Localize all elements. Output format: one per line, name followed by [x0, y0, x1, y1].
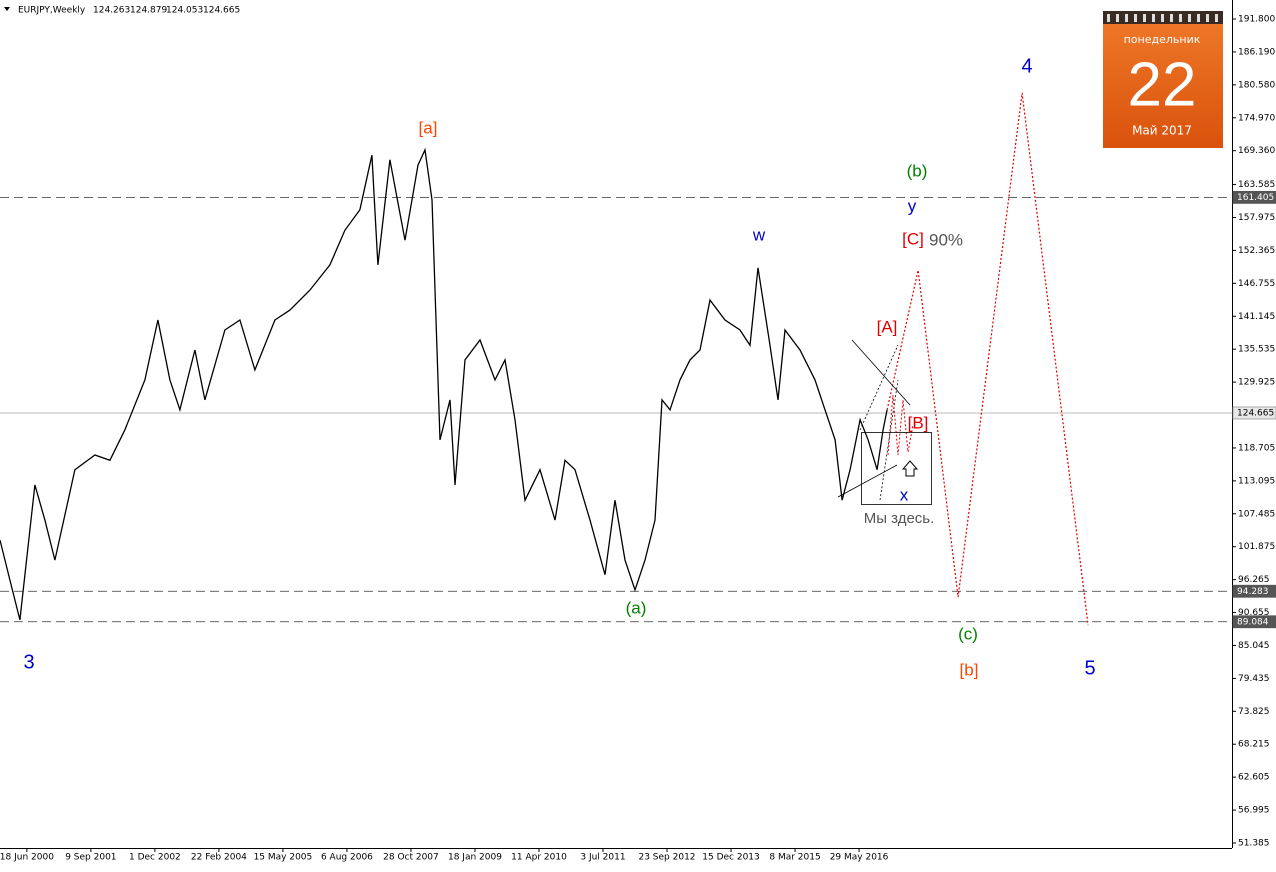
calendar-body [1103, 11, 1223, 148]
y-tick-label: 118.705 [1238, 443, 1275, 453]
symbol-title: EURJPY,Weekly [18, 6, 86, 16]
forecast-line [886, 92, 1089, 626]
y-tick-label: 163.585 [1238, 180, 1275, 190]
x-tick-label: 15 May 2005 [254, 853, 313, 863]
calendar-weekday: понедельник [1124, 33, 1201, 46]
wave-label: x [900, 485, 909, 504]
x-tick-label: 9 Sep 2001 [65, 853, 116, 863]
x-tick-label: 22 Feb 2004 [191, 853, 247, 863]
trend-line [859, 344, 899, 431]
wave-label: [A] [877, 317, 898, 336]
x-tick-label: 1 Dec 2002 [129, 853, 181, 863]
menu-triangle [4, 7, 10, 11]
y-tick-label: 62.605 [1238, 773, 1270, 783]
arrow-icon [901, 460, 919, 477]
x-tick-label: 6 Aug 2006 [321, 853, 373, 863]
y-tick-label: 157.975 [1238, 213, 1275, 223]
y-tick-label: 107.485 [1238, 509, 1275, 519]
price-level-label: 161.405 [1237, 193, 1274, 203]
y-tick-label: 56.995 [1238, 806, 1270, 816]
sub-wave [887, 394, 914, 456]
y-tick-label: 169.360 [1238, 146, 1275, 156]
price-level-label: 124.665 [1237, 408, 1274, 418]
wave-label: 90% [929, 230, 963, 249]
wave-label: y [908, 196, 917, 215]
y-tick-label: 85.045 [1238, 641, 1270, 651]
price-level-label: 89.084 [1237, 617, 1269, 627]
trend-line [851, 339, 911, 406]
quote-close: 124.665 [203, 6, 240, 16]
y-tick-label: 68.215 [1238, 740, 1270, 750]
y-tick-label: 79.435 [1238, 674, 1270, 684]
price-level-label: 94.283 [1237, 587, 1269, 597]
x-tick-label: 18 Jan 2009 [448, 853, 502, 863]
calendar-ring-holes [1107, 14, 1218, 22]
price-level-box [1232, 190, 1276, 204]
x-tick-label: 29 May 2016 [830, 853, 889, 863]
focus-box [861, 432, 932, 505]
price-level-box [1232, 615, 1276, 629]
y-tick-label: 135.535 [1238, 345, 1275, 355]
y-tick-label: 96.265 [1238, 575, 1270, 585]
trend-line [837, 464, 898, 498]
calendar-widget: понедельник 22 Май 2017 [1103, 11, 1223, 148]
wave-label: [B] [908, 413, 929, 432]
y-tick-label: 101.875 [1238, 542, 1275, 552]
y-tick-label: 113.095 [1238, 476, 1275, 486]
wave-label: [C] [902, 229, 924, 248]
x-tick-label: 11 Apr 2010 [511, 853, 567, 863]
wave-label: (b) [907, 161, 928, 180]
wave-label: Мы здесь. [864, 510, 935, 527]
wave-label: (c) [958, 624, 978, 643]
x-tick-label: 18 Jun 2000 [0, 853, 54, 863]
y-tick-label: 146.755 [1238, 279, 1275, 289]
quote-low: 124.053 [166, 6, 203, 16]
quote-open: 124.263 [93, 6, 130, 16]
x-tick-label: 28 Oct 2007 [383, 853, 439, 863]
wave-label: 3 [23, 651, 34, 673]
quote-high: 124.879 [130, 6, 167, 16]
y-tick-label: 141.145 [1238, 312, 1275, 322]
drawings [837, 339, 932, 505]
y-tick-label: 152.365 [1238, 246, 1275, 256]
x-tick-label: 15 Dec 2013 [702, 853, 760, 863]
y-tick-label: 174.970 [1238, 113, 1275, 123]
x-tick-label: 8 Mar 2015 [769, 853, 820, 863]
y-tick-label: 51.385 [1238, 838, 1270, 848]
calendar-day: 22 [1128, 50, 1197, 119]
wave-label: w [752, 225, 766, 244]
price-level-box [1232, 584, 1276, 598]
wave-label: [b] [960, 660, 979, 679]
y-tick-label: 186.190 [1238, 47, 1275, 57]
wave-label: (a) [626, 598, 647, 617]
y-tick-label: 73.825 [1238, 707, 1270, 717]
trend-line [879, 379, 899, 501]
wave-label: 4 [1021, 55, 1032, 77]
calendar-month: Май 2017 [1132, 124, 1192, 138]
price-line [0, 147, 888, 621]
y-tick-label: 191.800 [1238, 15, 1275, 25]
wave-label: 5 [1084, 657, 1095, 679]
price-level-box [1232, 406, 1276, 420]
y-tick-label: 90.655 [1238, 608, 1270, 618]
wave-label: [a] [419, 118, 438, 137]
y-tick-label: 180.580 [1238, 80, 1275, 90]
y-tick-label: 129.925 [1238, 378, 1275, 388]
x-tick-label: 23 Sep 2012 [638, 853, 695, 863]
x-tick-label: 3 Jul 2011 [580, 853, 625, 863]
